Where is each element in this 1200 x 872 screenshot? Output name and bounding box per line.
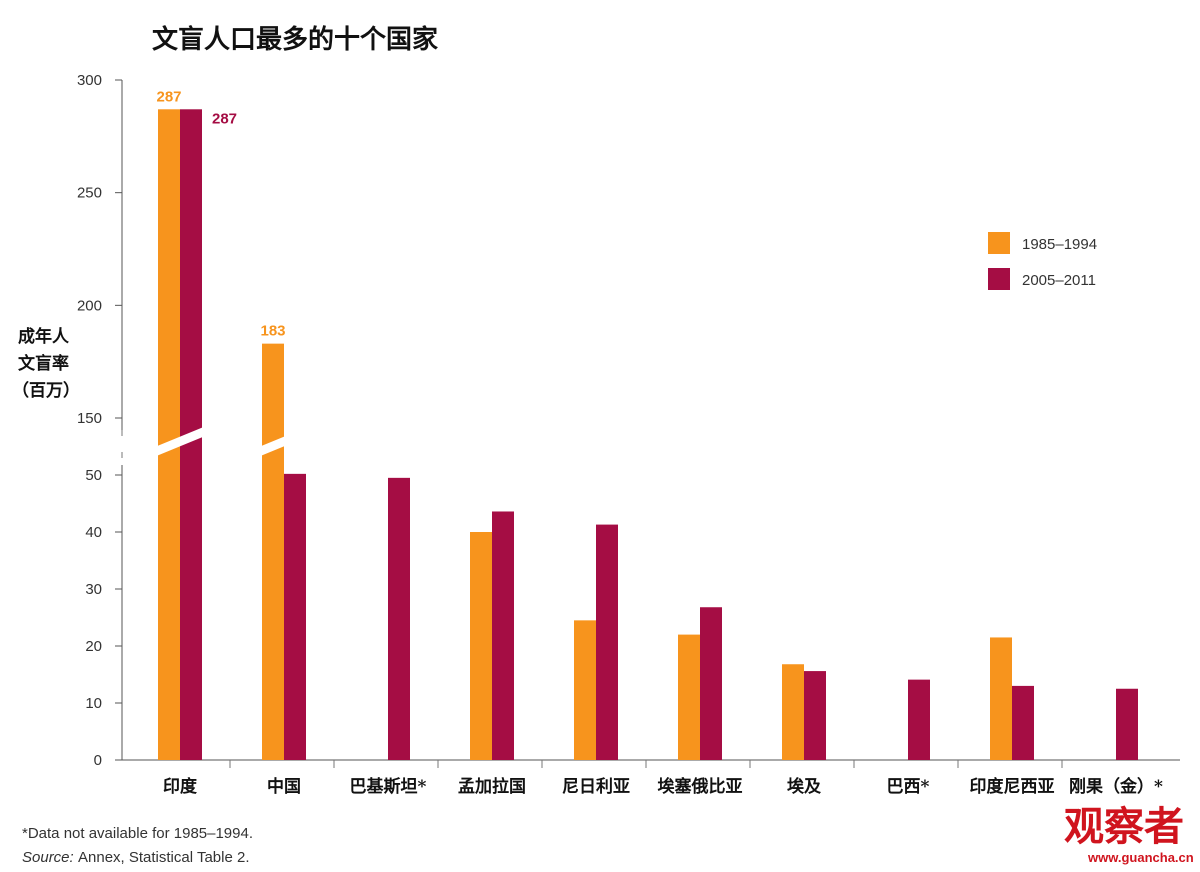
y-tick-label: 200 <box>77 297 102 314</box>
legend: 1985–1994 2005–2011 <box>988 232 1097 290</box>
y-axis-label: 成年人 文盲率 （百万） <box>12 326 80 401</box>
y-axis-label-line-2: 文盲率 <box>18 353 69 374</box>
bar-2005-2011 <box>388 477 410 760</box>
category-label: 埃塞俄比亚 <box>658 776 743 797</box>
footnote-data-note: *Data not available for 1985–1994. <box>22 825 253 842</box>
category-label: 尼日利亚 <box>562 776 630 797</box>
y-tick-label: 0 <box>94 752 102 769</box>
footnotes: *Data not available for 1985–1994. Sourc… <box>22 825 253 866</box>
footnote-source-text: Annex, Statistical Table 2. <box>78 849 250 866</box>
footnote-source-label: Source: <box>22 849 74 866</box>
bar-1985-1994 <box>678 634 700 760</box>
y-tick-label: 30 <box>85 581 102 598</box>
bar-2005-2011 <box>804 671 826 760</box>
bar-break-mark <box>254 425 314 458</box>
legend-swatch-2005-2011 <box>988 268 1010 290</box>
bar-1985-1994 <box>782 664 804 760</box>
y-tick-label: 50 <box>85 467 102 484</box>
y-tick-label: 150 <box>77 410 102 427</box>
category-label: 印度 <box>163 776 198 797</box>
watermark-logo: 观察者 www.guancha.cn <box>1064 803 1194 865</box>
y-axis-label-line-1: 成年人 <box>18 326 70 347</box>
legend-label-1985-1994: 1985–1994 <box>1022 236 1097 253</box>
bars: 287 287 183 <box>150 88 1138 760</box>
y-tick-label: 40 <box>85 524 102 541</box>
bar-1985-1994 <box>574 620 596 760</box>
category-label: 埃及 <box>787 776 822 797</box>
bar-2005-2011 <box>284 473 306 760</box>
category-label: 刚果（金）* <box>1069 776 1163 797</box>
bar-break-mark <box>150 425 210 458</box>
legend-swatch-1985-1994 <box>988 232 1010 254</box>
bar-1985-1994 <box>262 343 284 760</box>
bar-2005-2011 <box>1012 685 1034 760</box>
bar-1985-1994 <box>990 637 1012 760</box>
bar-2005-2011 <box>1116 688 1138 760</box>
category-label: 巴基斯坦* <box>350 776 427 797</box>
y-tick-label: 250 <box>77 185 102 202</box>
y-axis: 0 10 20 30 40 50 150 200 250 300 <box>77 72 1180 769</box>
y-tick-label: 10 <box>85 695 102 712</box>
data-label: 287 <box>156 88 181 105</box>
data-label: 287 <box>212 110 237 127</box>
category-labels: 印度 中国 巴基斯坦* 孟加拉国 尼日利亚 埃塞俄比亚 埃及 巴西* 印度尼西亚 刚果（金）* <box>163 776 1163 797</box>
bar-2005-2011 <box>596 524 618 760</box>
watermark-url: www.guancha.cn <box>1087 850 1194 865</box>
y-tick-label: 300 <box>77 72 102 89</box>
bar-1985-1994 <box>158 109 180 760</box>
watermark-logo-text: 观察者 <box>1064 803 1184 850</box>
category-label: 印度尼西亚 <box>970 776 1055 797</box>
y-tick-label: 20 <box>85 638 102 655</box>
data-label: 183 <box>260 323 285 340</box>
bar-2005-2011 <box>492 511 514 760</box>
legend-label-2005-2011: 2005–2011 <box>1022 272 1096 289</box>
bar-2005-2011 <box>700 607 722 760</box>
y-axis-label-line-3: （百万） <box>12 380 80 401</box>
category-label: 孟加拉国 <box>458 776 526 797</box>
category-label: 中国 <box>267 776 301 797</box>
category-label: 巴西* <box>887 777 930 797</box>
bar-2005-2011 <box>908 679 930 760</box>
chart-title: 文盲人口最多的十个国家 <box>152 24 438 55</box>
bar-1985-1994 <box>470 532 492 760</box>
